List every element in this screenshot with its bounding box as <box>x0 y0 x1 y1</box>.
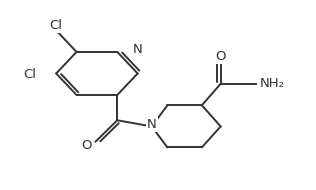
Text: NH₂: NH₂ <box>259 77 284 90</box>
Text: O: O <box>216 50 226 63</box>
Text: Cl: Cl <box>23 68 36 81</box>
Text: N: N <box>133 43 143 56</box>
Text: NH: NH <box>258 77 278 90</box>
Text: N: N <box>147 118 157 131</box>
Text: Cl: Cl <box>50 19 63 32</box>
Text: O: O <box>81 139 92 152</box>
